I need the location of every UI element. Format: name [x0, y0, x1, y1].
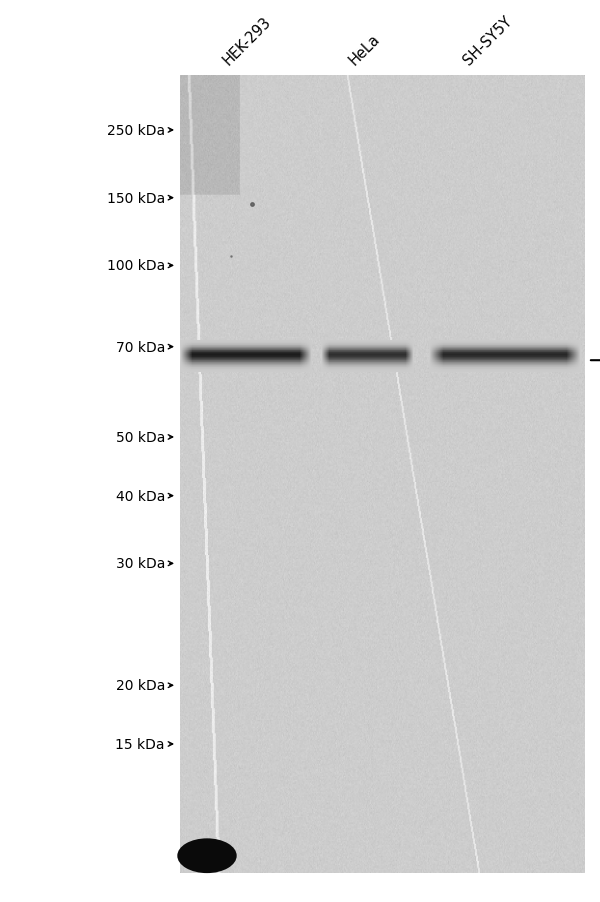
Text: 150 kDa: 150 kDa	[107, 191, 165, 206]
Ellipse shape	[177, 839, 237, 873]
Text: 15 kDa: 15 kDa	[115, 737, 165, 751]
Text: www.ptglab.com: www.ptglab.com	[309, 388, 363, 514]
Text: 100 kDa: 100 kDa	[107, 259, 165, 273]
Text: HEK-293: HEK-293	[220, 14, 274, 68]
Text: 50 kDa: 50 kDa	[116, 430, 165, 445]
Text: 70 kDa: 70 kDa	[116, 340, 165, 354]
Text: 30 kDa: 30 kDa	[116, 557, 165, 571]
Text: 250 kDa: 250 kDa	[107, 124, 165, 138]
Text: 40 kDa: 40 kDa	[116, 489, 165, 503]
Text: HeLa: HeLa	[346, 31, 383, 68]
Text: SH-SY5Y: SH-SY5Y	[460, 14, 515, 68]
Text: 20 kDa: 20 kDa	[116, 678, 165, 693]
